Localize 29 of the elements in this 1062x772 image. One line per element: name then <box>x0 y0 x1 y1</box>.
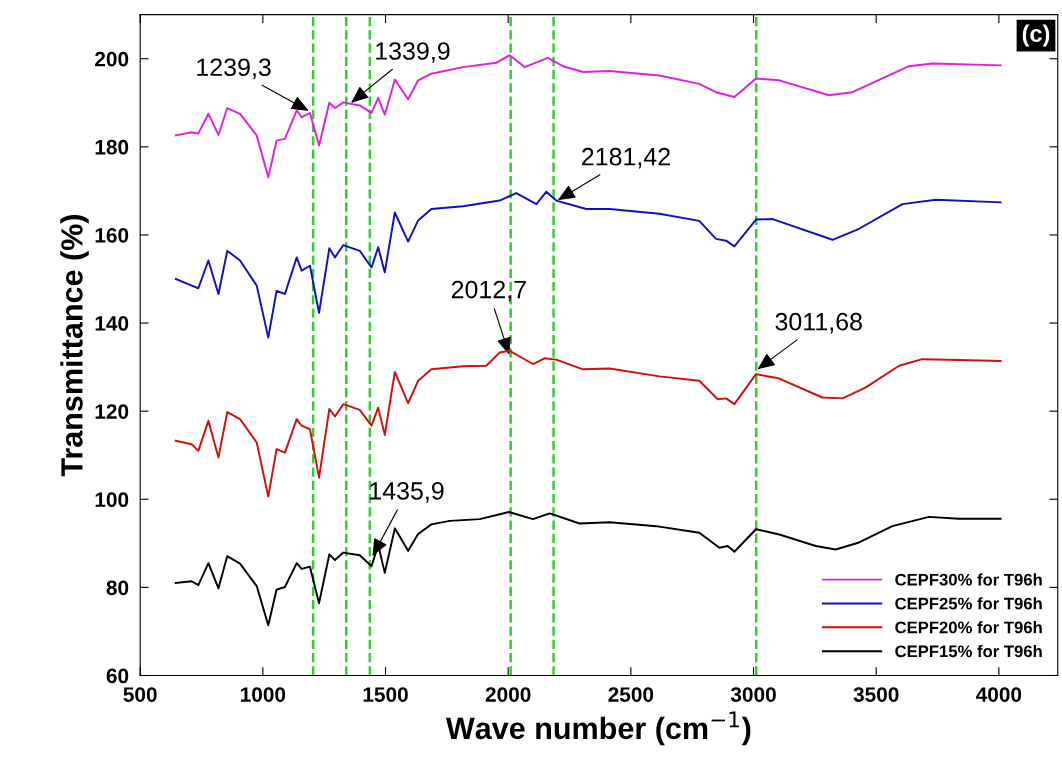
annotation: 1239,3 <box>197 58 271 80</box>
annotation: 3011,68 <box>775 312 862 334</box>
legend-label: CEPF25% for T96h <box>895 597 1042 610</box>
annotation: 2012,7 <box>451 280 526 302</box>
x-tick-label: 500 <box>123 687 157 702</box>
y-tick-label: 180 <box>95 139 129 155</box>
annotation: 1435,9 <box>370 482 444 503</box>
y-tick-label: 120 <box>95 404 129 419</box>
x-tick-label: 3000 <box>730 687 776 702</box>
legend-label: CEPF20% for T96h <box>895 621 1042 634</box>
y-axis-title: Transmittance (%) <box>60 215 89 477</box>
x-tick-label: 3500 <box>853 687 899 702</box>
y-tick-label: 200 <box>95 51 129 67</box>
y-tick-label: 80 <box>106 580 129 596</box>
y-tick-label: 100 <box>95 492 129 508</box>
x-tick-label: 1500 <box>363 687 408 702</box>
legend-label: CEPF30% for T96h <box>895 573 1042 586</box>
annotation: (c) <box>1022 24 1050 47</box>
annotation: 2181,42 <box>582 147 670 169</box>
annotation: 1339,9 <box>376 42 450 63</box>
legend-label: CEPF15% for T96h <box>895 644 1042 658</box>
x-tick-label: 1000 <box>240 687 286 702</box>
x-tick-label: 2500 <box>608 687 654 702</box>
x-axis-title: Wave number (cm$^{−1}$) <box>445 711 751 746</box>
x-tick-label: 2000 <box>485 687 531 702</box>
y-tick-label: 60 <box>106 668 129 684</box>
x-tick-label: 4000 <box>976 687 1022 702</box>
y-tick-label: 140 <box>95 316 129 331</box>
y-tick-label: 160 <box>95 227 129 243</box>
